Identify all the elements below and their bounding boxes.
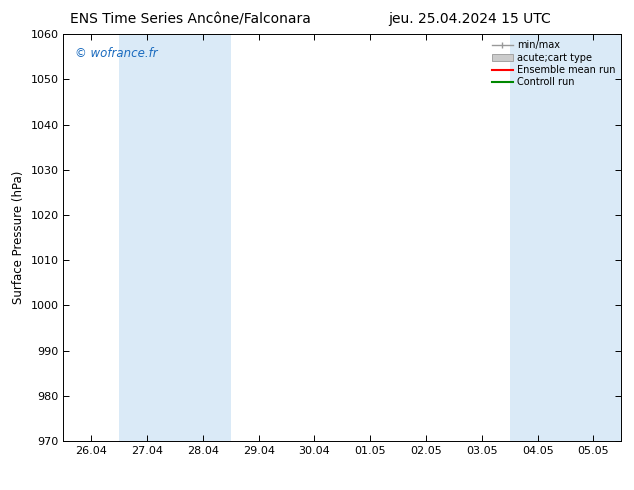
Y-axis label: Surface Pressure (hPa): Surface Pressure (hPa) bbox=[12, 171, 25, 304]
Text: ENS Time Series Ancône/Falconara: ENS Time Series Ancône/Falconara bbox=[70, 12, 311, 26]
Legend: min/max, acute;cart type, Ensemble mean run, Controll run: min/max, acute;cart type, Ensemble mean … bbox=[489, 37, 618, 90]
Bar bbox=[119, 34, 231, 441]
Text: jeu. 25.04.2024 15 UTC: jeu. 25.04.2024 15 UTC bbox=[388, 12, 550, 26]
Bar bbox=[510, 34, 621, 441]
Text: © wofrance.fr: © wofrance.fr bbox=[75, 47, 157, 59]
